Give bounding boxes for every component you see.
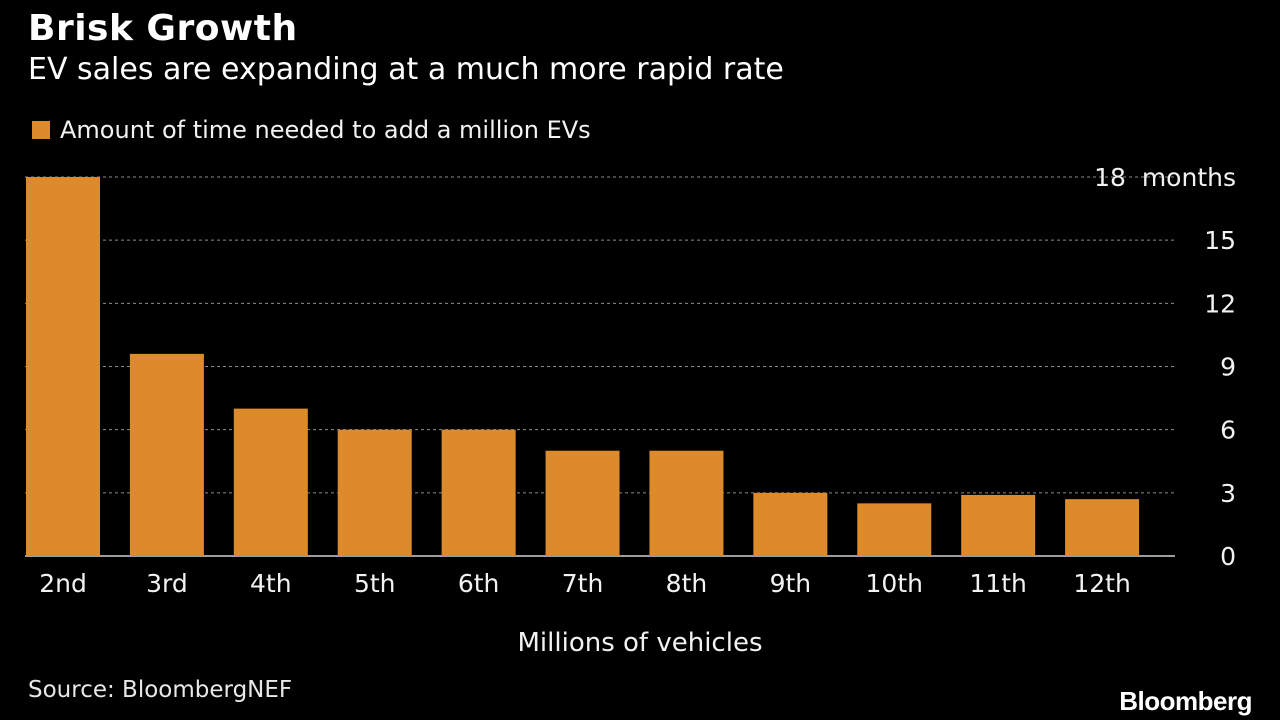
bars: [26, 177, 1140, 556]
chart-subtitle: EV sales are expanding at a much more ra…: [28, 52, 784, 87]
x-axis-label: Millions of vehicles: [517, 628, 763, 658]
x-tick-label: 5th: [354, 569, 396, 598]
x-tick-label: 12th: [1073, 569, 1130, 598]
x-tick-label: 2nd: [39, 569, 87, 598]
x-tick-label: 10th: [866, 569, 923, 598]
x-tick-label: 6th: [458, 569, 500, 598]
y-axis-ticks: 0 3 6 9 12 15 18 months: [1094, 163, 1236, 571]
y-tick-label: 9: [1220, 353, 1236, 382]
y-tick-label: 18 months: [1094, 163, 1236, 192]
x-tick-label: 11th: [969, 569, 1026, 598]
x-tick-label: 7th: [562, 569, 604, 598]
x-tick-label: 3rd: [146, 569, 188, 598]
legend-swatch: [32, 121, 50, 139]
bar-2nd: [26, 177, 100, 556]
chart-title: Brisk Growth: [28, 8, 298, 49]
source-note: Source: BloombergNEF: [28, 677, 293, 703]
bar-7th: [545, 450, 620, 556]
y-tick-label: 6: [1220, 416, 1236, 445]
y-tick-label: 12: [1204, 289, 1236, 318]
bar-3rd: [129, 353, 204, 556]
legend-label: Amount of time needed to add a million E…: [60, 116, 591, 144]
bar-4th: [233, 408, 308, 556]
bar-5th: [337, 429, 412, 556]
legend: Amount of time needed to add a million E…: [32, 116, 591, 144]
x-axis-ticks: 2nd 3rd 4th 5th 6th 7th 8th 9th 10th 11th 12th: [39, 569, 1131, 598]
bar-8th: [649, 450, 724, 556]
bar-10th: [857, 503, 932, 556]
x-tick-label: 9th: [770, 569, 812, 598]
x-tick-label: 8th: [666, 569, 708, 598]
y-tick-label: 3: [1220, 479, 1236, 508]
bar-11th: [961, 494, 1036, 556]
bar-9th: [753, 492, 828, 556]
y-tick-label: 15: [1204, 226, 1236, 255]
x-tick-label: 4th: [250, 569, 292, 598]
bar-6th: [441, 429, 516, 556]
bar-12th: [1065, 499, 1140, 556]
bloomberg-logo: Bloomberg: [1119, 686, 1252, 716]
y-tick-label: 0: [1220, 542, 1236, 571]
